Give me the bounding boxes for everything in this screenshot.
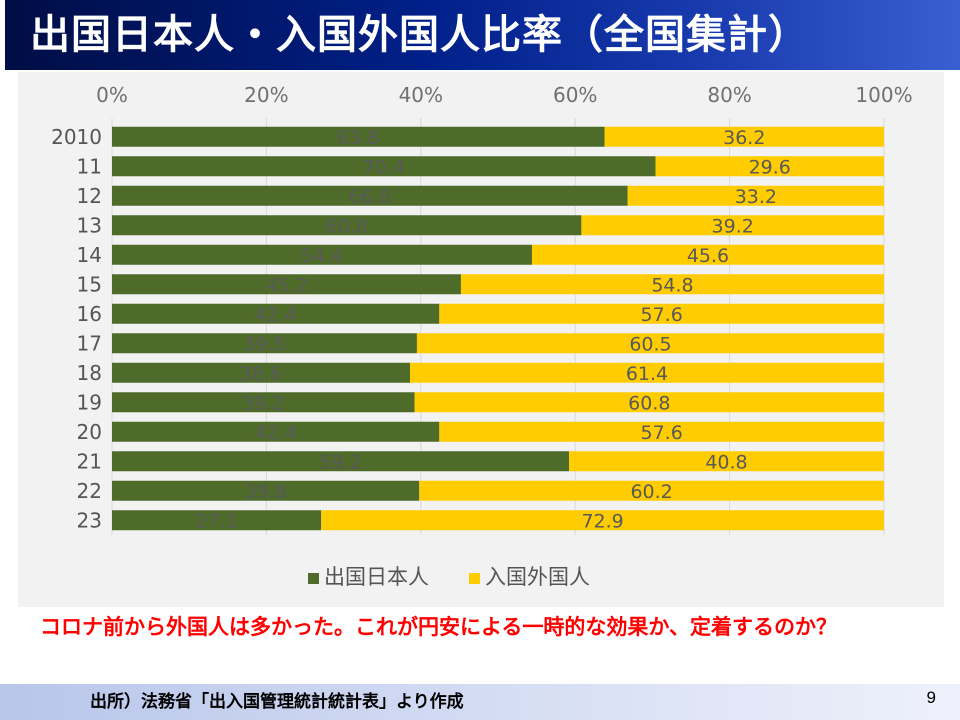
category-label: 19: [77, 390, 102, 414]
category-label: 20: [77, 420, 102, 444]
legend-swatch: [469, 573, 480, 584]
data-label: 42.4: [255, 304, 297, 326]
x-tick-label: 40%: [399, 83, 443, 107]
data-label: 72.9: [581, 510, 623, 532]
bar-segment-foreign-arrivals: [439, 421, 884, 442]
data-label: 54.4: [301, 245, 343, 267]
chart-panel: 0% 20% 40% 60% 80% 100% 2010 63.8 36.2 11 70.4 29.6…: [18, 72, 944, 607]
data-label: 39.5: [243, 333, 285, 355]
page-number: 9: [926, 688, 936, 707]
data-label: 60.8: [628, 392, 670, 414]
stacked-bar-chart: 0% 20% 40% 60% 80% 100% 2010 63.8 36.2 11 70.4 29.6…: [51, 83, 913, 589]
bar-segment-japanese-departures: [112, 421, 440, 442]
data-label: 39.2: [712, 215, 754, 237]
data-label: 33.2: [735, 186, 777, 208]
bar-segment-foreign-arrivals: [416, 333, 884, 354]
bar-segment-foreign-arrivals: [414, 392, 884, 413]
commentary-text: コロナ前から外国人は多かった。これが円安による一時的な効果か、定着するのか？: [40, 615, 837, 639]
bar-segment-foreign-arrivals: [531, 244, 884, 265]
data-label: 42.4: [255, 422, 297, 444]
category-label: 11: [77, 154, 102, 178]
x-tick-label: 80%: [707, 83, 751, 107]
bar-segment-japanese-departures: [112, 480, 420, 501]
bar-segment-japanese-departures: [112, 510, 322, 531]
bar-segment-foreign-arrivals: [581, 215, 884, 236]
legend-label: 出国日本人: [324, 565, 429, 589]
category-label: 13: [77, 213, 102, 237]
data-label: 60.8: [326, 215, 368, 237]
bar-segment-japanese-departures: [112, 333, 417, 354]
category-label: 15: [77, 272, 102, 296]
bar-segment-foreign-arrivals: [409, 362, 884, 383]
data-label: 36.2: [723, 127, 765, 149]
data-label: 57.6: [641, 422, 683, 444]
data-label: 59.2: [319, 451, 361, 473]
category-label: 16: [77, 302, 102, 326]
bar-segment-japanese-departures: [112, 451, 570, 472]
data-label: 39.8: [244, 481, 286, 503]
x-tick-label: 100%: [855, 83, 912, 107]
bar-segment-japanese-departures: [112, 215, 582, 236]
bar-segment-japanese-departures: [112, 392, 415, 413]
category-label: 23: [77, 508, 102, 532]
category-label: 17: [77, 331, 102, 355]
x-tick-label: 20%: [244, 83, 288, 107]
data-label: 39.2: [242, 392, 284, 414]
category-label: 21: [77, 449, 102, 473]
data-label: 27.1: [195, 510, 237, 532]
data-label: 45.6: [687, 245, 729, 267]
data-label: 60.2: [630, 481, 672, 503]
data-label: 38.6: [240, 363, 282, 385]
category-label: 2010: [51, 125, 102, 149]
bar-segment-foreign-arrivals: [569, 451, 884, 472]
data-label: 57.6: [641, 304, 683, 326]
data-label: 70.4: [363, 156, 405, 178]
bar-segment-foreign-arrivals: [419, 480, 884, 501]
legend-swatch: [308, 573, 319, 584]
bar-segment-foreign-arrivals: [655, 156, 884, 177]
bar-segment-japanese-departures: [112, 126, 605, 147]
data-label: 54.8: [651, 274, 693, 296]
x-tick-label: 0%: [96, 83, 128, 107]
bar-segment-japanese-departures: [112, 185, 628, 206]
bar-segment-japanese-departures: [112, 244, 532, 265]
category-label: 14: [77, 243, 102, 267]
bar-segment-japanese-departures: [112, 362, 410, 383]
bar-segment-japanese-departures: [112, 274, 461, 295]
category-label: 18: [77, 361, 102, 385]
bar-segment-foreign-arrivals: [460, 274, 884, 295]
x-tick-label: 60%: [553, 83, 597, 107]
data-label: 61.4: [626, 363, 668, 385]
data-label: 66.8: [349, 186, 391, 208]
data-label: 29.6: [749, 156, 791, 178]
category-label: 22: [77, 479, 102, 503]
bar-segment-foreign-arrivals: [627, 185, 884, 206]
title-bar: 出国日本人・入国外国人比率（全国集計）: [0, 0, 960, 70]
bar-segment-foreign-arrivals: [439, 303, 884, 324]
source-note: 出所）法務省「出入国管理統計統計表」より作成: [90, 692, 464, 712]
bar-segment-japanese-departures: [112, 303, 440, 324]
legend-label: 入国外国人: [485, 565, 590, 589]
data-label: 40.8: [705, 451, 747, 473]
bar-segment-foreign-arrivals: [604, 126, 884, 147]
title-accent-stripe: [0, 0, 5, 70]
data-label: 63.8: [337, 127, 379, 149]
slide-title: 出国日本人・入国外国人比率（全国集計）: [30, 12, 809, 58]
data-label: 60.5: [629, 333, 671, 355]
bar-segment-foreign-arrivals: [321, 510, 884, 531]
bar-segment-japanese-departures: [112, 156, 656, 177]
data-label: 45.2: [265, 274, 307, 296]
footer-bar: 出所）法務省「出入国管理統計統計表」より作成 9: [0, 684, 960, 720]
category-label: 12: [77, 184, 102, 208]
